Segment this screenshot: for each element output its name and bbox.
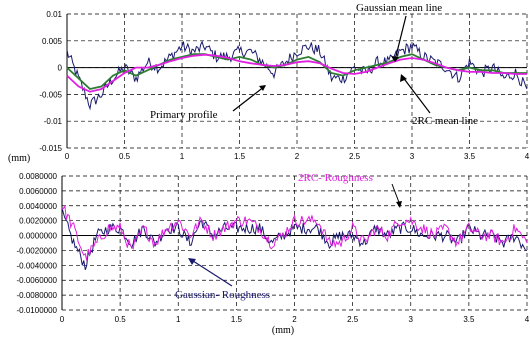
bottom-y-tick-label: -0.0100000 (17, 306, 58, 315)
top-x-tick-label: 4 (525, 152, 530, 161)
top-y-tick-label: -0.005 (39, 90, 62, 99)
top-x-tick-label: 3.5 (464, 152, 476, 161)
top-x-tick-label: 0 (65, 152, 70, 161)
bottom-x-tick-label: 1 (176, 315, 181, 324)
top-x-tick-label: 1.5 (234, 152, 246, 161)
annotation-arrow-gaussian-roughness (189, 258, 233, 287)
annotation-2rc-roughness: 2RC- Roughness (298, 172, 373, 184)
top-y-tick-label: -0.015 (39, 144, 62, 153)
bottom-y-tick-label: 0.0080000 (19, 172, 57, 181)
bottom-x-tick-label: 4 (525, 315, 530, 324)
annotation-arrowhead-primary-profile (259, 85, 266, 91)
annotation-arrow-primary-profile (232, 85, 266, 112)
bottom-y-tick-label: 0.0000000 (19, 232, 57, 241)
bottom-y-tick-label: 0.0020000 (19, 217, 57, 226)
top-series-primary-profile (66, 40, 528, 111)
annotation-gaussian-roughness: Gaussian- Roughness (175, 289, 270, 301)
bottom-y-tick-label: -0.0060000 (17, 276, 58, 285)
annotation-primary-profile: Primary profile (150, 109, 218, 121)
annotation-2rc-mean-line: 2RC mean line (412, 115, 478, 127)
top-y-tick-label: -0.01 (44, 117, 63, 126)
annotation-arrow-gaussian-mean-line (394, 15, 407, 61)
bottom-x-tick-label: 0.5 (115, 315, 127, 324)
bottom-y-tick-label: -0.0020000 (17, 246, 58, 255)
bottom-y-tick-label: -0.0080000 (17, 291, 58, 300)
bottom-chart-series (61, 204, 528, 271)
top-y-tick-label: 0.005 (42, 37, 63, 46)
top-x-tick-label: 2.5 (349, 152, 361, 161)
bottom-y-tick-label: 0.0060000 (19, 187, 57, 196)
top-chart-grid (66, 13, 528, 149)
annotation-arrow-2rc-roughness (391, 183, 401, 206)
bottom-x-tick-label: 3 (409, 315, 414, 324)
bottom-x-tick-label: 0 (60, 315, 65, 324)
bottom-y-tick-label: 0.0040000 (19, 202, 57, 211)
top-y-tick-label: 0 (58, 64, 63, 73)
bottom-chart: 0.0080000 0.0060000 0.0040000 0.0020000 0.00… (17, 172, 530, 336)
bottom-x-tick-label: 2.5 (347, 315, 359, 324)
top-chart-series (66, 40, 528, 111)
annotation-arrowhead-gaussian-roughness (188, 258, 196, 265)
bottom-chart-tick-labels: 0.0080000 0.0060000 0.0040000 0.0020000 0.00… (17, 172, 530, 324)
top-x-tick-label: 2 (295, 152, 300, 161)
top-chart-x-unit-label: (mm) (8, 153, 30, 164)
top-x-tick-label: 1 (180, 152, 185, 161)
annotation-arrowhead-gaussian-mean-line (391, 56, 399, 62)
bottom-x-tick-label: 1.5 (231, 315, 243, 324)
top-series-2rc-mean-line (66, 53, 527, 93)
annotation-arrowhead-2rc-roughness (396, 201, 402, 208)
annotation-arrow-2rc-mean-line (401, 75, 431, 114)
bottom-x-tick-label: 3.5 (463, 315, 475, 324)
top-x-tick-label: 0.5 (119, 152, 131, 161)
top-y-tick-label: 0.01 (46, 10, 62, 19)
annotation-gaussian-mean-line: Gaussian mean line (356, 2, 442, 14)
bottom-y-tick-label: -0.0040000 (17, 261, 58, 270)
annotation-arrowhead-2rc-mean-line (400, 74, 407, 82)
bottom-x-tick-label: 2 (292, 315, 297, 324)
bottom-chart-x-unit-label: (mm) (272, 325, 294, 336)
bottom-series-2rc-roughness (61, 204, 528, 261)
top-x-tick-label: 3 (410, 152, 415, 161)
